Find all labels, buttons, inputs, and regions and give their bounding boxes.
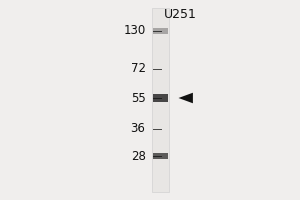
Bar bbox=[153, 28, 168, 34]
Bar bbox=[153, 153, 168, 159]
Text: 72: 72 bbox=[130, 62, 146, 75]
Text: U251: U251 bbox=[164, 8, 196, 21]
Text: 36: 36 bbox=[130, 122, 146, 136]
Text: 130: 130 bbox=[123, 24, 146, 38]
Polygon shape bbox=[178, 93, 193, 103]
Text: 55: 55 bbox=[131, 92, 146, 104]
Text: 28: 28 bbox=[130, 150, 146, 162]
Bar bbox=[152, 8, 169, 192]
Bar bbox=[153, 94, 168, 102]
